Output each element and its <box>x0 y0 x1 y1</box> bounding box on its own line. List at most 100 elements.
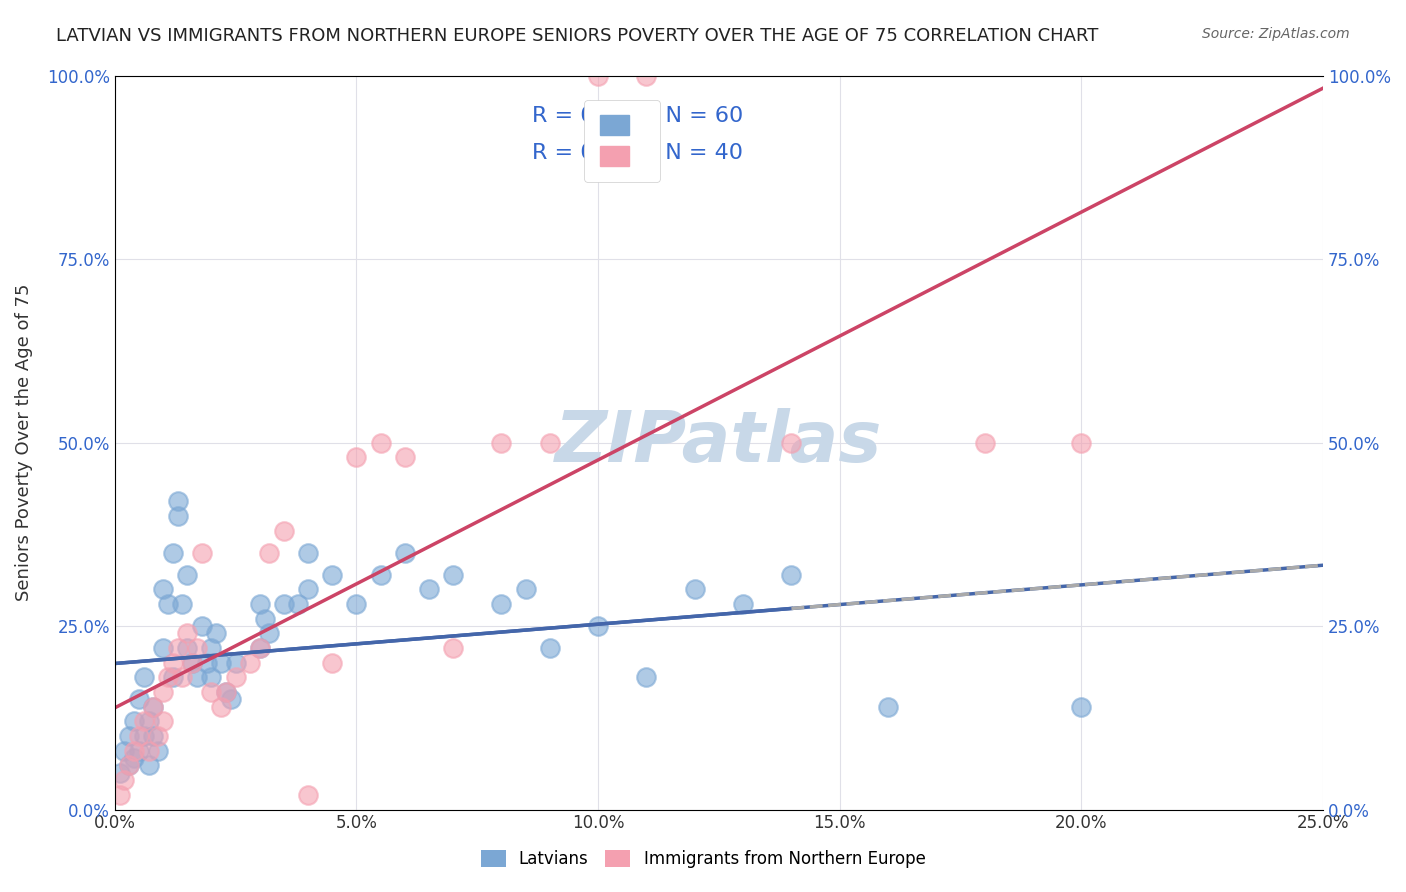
Point <box>215 685 238 699</box>
Point <box>181 656 204 670</box>
Point <box>287 597 309 611</box>
Point <box>297 788 319 802</box>
Point <box>162 670 184 684</box>
Text: LATVIAN VS IMMIGRANTS FROM NORTHERN EUROPE SENIORS POVERTY OVER THE AGE OF 75 CO: LATVIAN VS IMMIGRANTS FROM NORTHERN EURO… <box>56 27 1098 45</box>
Legend: , : , <box>585 100 661 182</box>
Text: R = 0.205   N = 60: R = 0.205 N = 60 <box>531 106 742 126</box>
Point <box>156 670 179 684</box>
Point <box>200 685 222 699</box>
Point <box>636 670 658 684</box>
Point <box>156 597 179 611</box>
Point <box>142 729 165 743</box>
Text: Source: ZipAtlas.com: Source: ZipAtlas.com <box>1202 27 1350 41</box>
Point <box>249 641 271 656</box>
Point <box>138 744 160 758</box>
Point <box>346 450 368 465</box>
Point <box>215 685 238 699</box>
Point <box>780 567 803 582</box>
Point <box>118 758 141 772</box>
Point <box>172 670 194 684</box>
Point <box>186 670 208 684</box>
Point <box>394 546 416 560</box>
Point <box>152 685 174 699</box>
Point <box>877 699 900 714</box>
Point <box>128 729 150 743</box>
Point <box>200 641 222 656</box>
Text: ZIPatlas: ZIPatlas <box>555 408 883 477</box>
Point <box>152 582 174 597</box>
Point <box>418 582 440 597</box>
Point <box>118 729 141 743</box>
Point <box>186 641 208 656</box>
Y-axis label: Seniors Poverty Over the Age of 75: Seniors Poverty Over the Age of 75 <box>15 284 32 601</box>
Point <box>538 435 561 450</box>
Point <box>190 546 212 560</box>
Point <box>176 626 198 640</box>
Point <box>733 597 755 611</box>
Point <box>249 641 271 656</box>
Point <box>491 597 513 611</box>
Point <box>138 714 160 729</box>
Point <box>200 670 222 684</box>
Point <box>225 670 247 684</box>
Point <box>112 773 135 788</box>
Point <box>441 641 464 656</box>
Point <box>491 435 513 450</box>
Point <box>138 758 160 772</box>
Point <box>394 450 416 465</box>
Point <box>973 435 995 450</box>
Point <box>209 699 232 714</box>
Point <box>162 546 184 560</box>
Point <box>142 699 165 714</box>
Point <box>132 714 155 729</box>
Point <box>780 435 803 450</box>
Point <box>259 626 281 640</box>
Point <box>586 69 609 83</box>
Point <box>225 656 247 670</box>
Point <box>152 641 174 656</box>
Point <box>273 524 295 538</box>
Point <box>122 751 145 765</box>
Point <box>132 729 155 743</box>
Point <box>112 744 135 758</box>
Point <box>122 744 145 758</box>
Point <box>108 788 131 802</box>
Point <box>253 612 276 626</box>
Point <box>683 582 706 597</box>
Point <box>273 597 295 611</box>
Point <box>166 641 188 656</box>
Point <box>108 765 131 780</box>
Point <box>162 656 184 670</box>
Point <box>370 567 392 582</box>
Point <box>1070 699 1092 714</box>
Point <box>205 626 228 640</box>
Point <box>346 597 368 611</box>
Point <box>176 567 198 582</box>
Point <box>132 670 155 684</box>
Point <box>142 699 165 714</box>
Point <box>586 619 609 633</box>
Point <box>152 714 174 729</box>
Point <box>176 641 198 656</box>
Legend: Latvians, Immigrants from Northern Europe: Latvians, Immigrants from Northern Europ… <box>474 843 932 875</box>
Point <box>181 656 204 670</box>
Point <box>249 597 271 611</box>
Point <box>122 714 145 729</box>
Point <box>239 656 262 670</box>
Text: R = 0.639   N = 40: R = 0.639 N = 40 <box>531 143 742 162</box>
Point <box>128 744 150 758</box>
Point <box>538 641 561 656</box>
Point <box>195 656 218 670</box>
Point <box>1070 435 1092 450</box>
Point <box>166 494 188 508</box>
Point <box>148 729 170 743</box>
Point <box>441 567 464 582</box>
Point <box>321 567 343 582</box>
Point <box>166 508 188 523</box>
Point <box>148 744 170 758</box>
Point <box>321 656 343 670</box>
Point <box>172 597 194 611</box>
Point <box>515 582 537 597</box>
Point <box>370 435 392 450</box>
Point <box>297 582 319 597</box>
